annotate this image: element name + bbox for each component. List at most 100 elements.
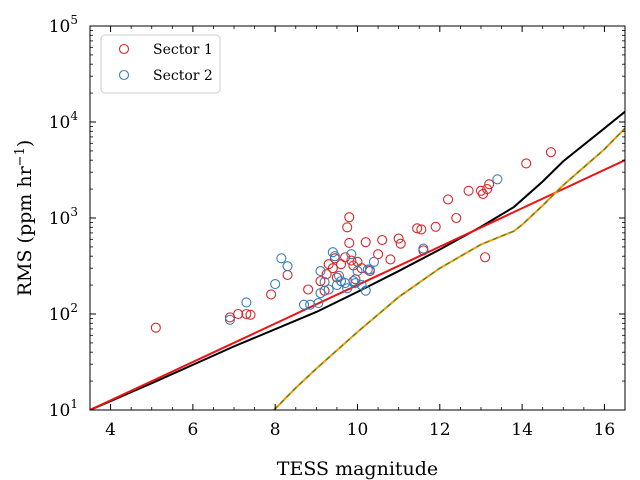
model-curve-1 — [90, 110, 625, 410]
point — [342, 222, 353, 233]
point — [348, 276, 359, 287]
axis-ticks — [89, 25, 626, 411]
point — [241, 297, 252, 308]
point — [521, 158, 532, 169]
legend: Sector 1 Sector 2 — [100, 34, 221, 94]
point — [276, 253, 287, 264]
point — [315, 288, 326, 299]
point — [395, 238, 406, 249]
point — [360, 237, 371, 248]
point — [305, 299, 316, 310]
point — [329, 251, 340, 262]
point — [360, 285, 371, 296]
y-tick-label: 101 — [49, 397, 78, 421]
y-tick-base: 10 — [49, 401, 71, 421]
legend-frame — [100, 34, 221, 94]
y-tick-exp: 4 — [70, 109, 78, 123]
point — [350, 278, 361, 289]
point — [333, 270, 345, 281]
y-tick-exp: 3 — [70, 205, 78, 219]
y-tick-base: 10 — [49, 113, 71, 133]
point — [313, 298, 324, 309]
point — [475, 185, 487, 196]
point — [327, 263, 338, 274]
point — [315, 276, 326, 287]
point — [266, 289, 277, 300]
point — [545, 147, 556, 158]
y-tick-label: 104 — [49, 109, 79, 133]
point — [368, 256, 380, 267]
point — [352, 266, 363, 277]
y-tick-exp: 5 — [70, 13, 78, 27]
point — [150, 322, 161, 333]
x-axis-label: TESS magnitude — [277, 458, 438, 480]
y-axis-label-close: ) — [14, 140, 36, 147]
point — [480, 252, 491, 263]
point — [393, 233, 404, 244]
point — [346, 255, 357, 266]
point — [224, 314, 235, 325]
point — [282, 261, 293, 272]
point — [364, 264, 375, 275]
point — [303, 284, 314, 295]
scatter-points — [150, 147, 556, 333]
point — [298, 299, 310, 310]
point — [492, 174, 503, 185]
point — [482, 184, 493, 195]
point — [416, 224, 427, 235]
point — [315, 266, 326, 277]
legend-marker — [118, 43, 130, 55]
point — [245, 309, 256, 320]
point — [484, 179, 495, 190]
point — [241, 308, 252, 320]
point — [377, 234, 388, 246]
point — [442, 194, 454, 205]
legend-label: Sector 2 — [153, 68, 213, 84]
y-tick-label: 105 — [49, 13, 78, 37]
x-tick-label: 14 — [511, 420, 533, 440]
model-curves — [90, 110, 625, 410]
y-tick-base: 10 — [49, 17, 71, 37]
x-tick-label: 6 — [187, 420, 198, 440]
x-tick-labels: 4 6 8 10 12 14 16 — [105, 420, 615, 440]
x-tick-label: 4 — [105, 420, 116, 440]
x-tick-label: 16 — [594, 420, 616, 440]
point — [344, 212, 355, 223]
y-tick-base: 10 — [49, 305, 71, 325]
point — [282, 269, 293, 281]
x-tick-label: 10 — [347, 420, 369, 440]
point — [270, 279, 281, 290]
point — [451, 212, 462, 224]
model-curve-4 — [273, 127, 625, 410]
y-axis-label: RMS (ppm hr−1) — [13, 140, 36, 297]
point — [412, 223, 423, 234]
y-tick-exp: 1 — [70, 397, 78, 411]
y-tick-exp: 2 — [70, 301, 78, 315]
point — [233, 308, 244, 320]
point — [430, 221, 441, 232]
x-tick-label: 12 — [429, 420, 451, 440]
point — [340, 252, 351, 263]
point — [224, 312, 235, 323]
point — [344, 237, 355, 248]
legend-label: Sector 1 — [153, 42, 213, 58]
y-axis-label-sup: −1 — [13, 147, 28, 166]
y-tick-base: 10 — [49, 209, 71, 229]
point — [346, 249, 357, 260]
y-axis-label-main: RMS (ppm hr — [14, 165, 36, 296]
point — [373, 249, 384, 260]
x-tick-label: 8 — [270, 420, 281, 440]
point — [342, 283, 353, 294]
y-tick-label: 103 — [49, 205, 78, 229]
point — [335, 259, 347, 270]
point — [418, 243, 429, 254]
point — [463, 185, 474, 196]
legend-marker — [118, 69, 130, 81]
point — [385, 254, 396, 265]
point — [323, 284, 334, 295]
point — [321, 269, 332, 280]
y-tick-label: 102 — [49, 301, 78, 325]
series-2 — [224, 174, 503, 325]
